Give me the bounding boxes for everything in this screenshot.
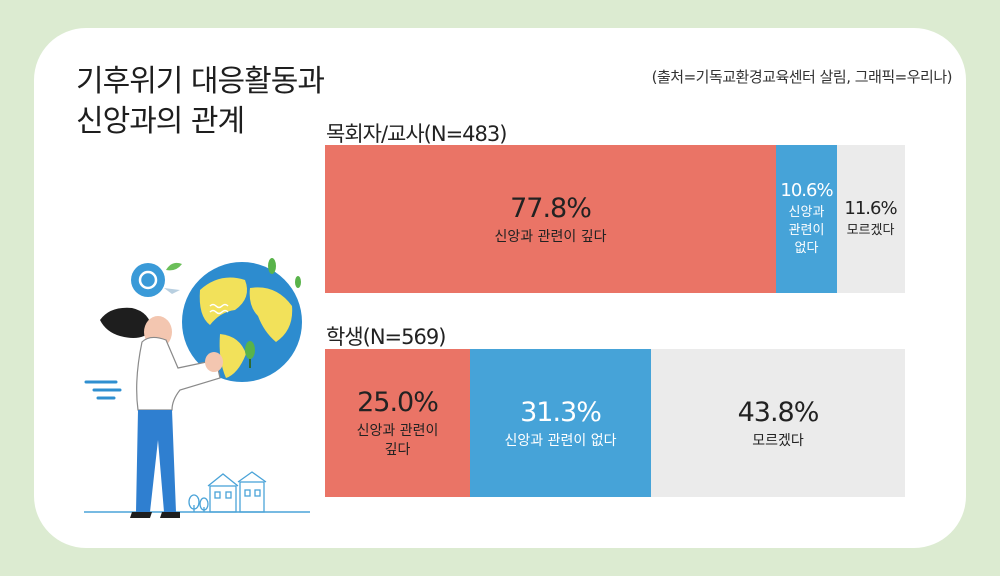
data-label-value: 10.6% [780, 180, 833, 201]
bar-segment-unknown-0: 11.6% 모르겠다 [837, 145, 904, 293]
data-label-category: 신앙과 관련이 없다 [505, 432, 617, 451]
data-label-line: 신앙과 관련이 없다 [504, 432, 617, 449]
data-label-line: 신앙과 관련이 깊다 [494, 228, 607, 245]
data-label-category: 신앙과 관련이 깊다 [495, 228, 607, 247]
data-label-category: 모르겠다 [752, 432, 804, 451]
data-label-value: 77.8% [510, 192, 592, 224]
title-line-2: 신앙과의 관계 [76, 104, 245, 139]
climate-globe-illustration [84, 258, 310, 518]
tree-icon [188, 494, 209, 512]
data-label-value: 25.0% [357, 387, 439, 418]
chart-title: 기후위기 대응활동과 신앙과의 관계 [76, 62, 325, 142]
houses-icon [207, 471, 267, 513]
title-line-1: 기후위기 대응활동과 [76, 64, 325, 99]
data-label-line: 신앙과 관련이 [356, 423, 439, 439]
data-label-line: 모르겠다 [752, 432, 804, 449]
bar-segment-unknown-1: 43.8% 모르겠다 [651, 349, 905, 497]
group-label-pastors-teachers: 목회자/교사(N=483) [326, 122, 507, 146]
data-label-value: 11.6% [844, 198, 897, 219]
group-label-students: 학생(N=569) [326, 325, 446, 349]
data-label-category: 모르겠다 [847, 222, 895, 240]
data-label-line: 모르겠다 [846, 223, 895, 238]
bar-segment-none-1: 31.3% 신앙과 관련이 없다 [470, 349, 651, 497]
data-label-line: 관련이 [788, 223, 825, 238]
data-label-line: 깊다 [384, 442, 411, 458]
bar-segment-deep-0: 77.8% 신앙과 관련이 깊다 [325, 145, 776, 293]
data-label-line: 신앙과 [788, 205, 825, 220]
data-label-line: 없다 [794, 241, 819, 256]
person-figure [100, 307, 223, 518]
globe-icon [182, 258, 302, 382]
data-label-value: 31.3% [520, 396, 602, 428]
eco-badge-icon [131, 262, 182, 297]
data-label-value: 43.8% [737, 396, 820, 428]
motion-lines [84, 380, 122, 400]
source-note: (출처=기독교환경교육센터 살림, 그래픽=우리나) [651, 68, 953, 86]
